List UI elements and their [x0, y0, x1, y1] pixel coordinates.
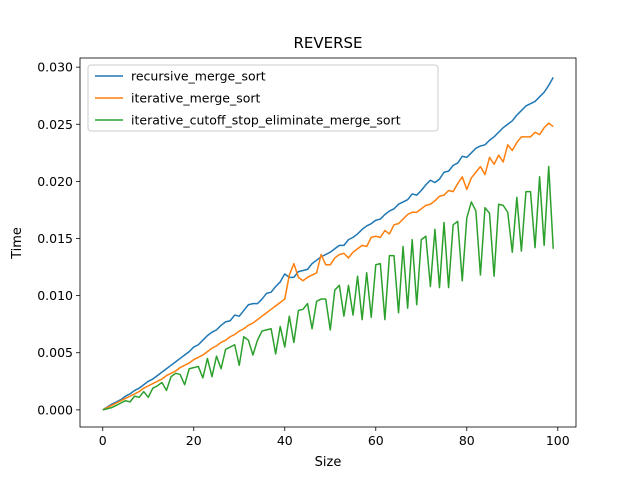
axes-frame — [79, 57, 577, 428]
legend: recursive_merge_sort iterative_merge_sort… — [87, 64, 439, 132]
y-tick-label: 0.005 — [37, 345, 73, 360]
y-tick-label: 0.000 — [37, 402, 73, 417]
series-line-2 — [102, 122, 554, 411]
x-axis: 0 20 40 60 80 100 — [99, 427, 570, 448]
x-tick-label: 80 — [459, 433, 475, 448]
legend-label-3: iterative_cutoff_stop_eliminate_merge_so… — [131, 113, 401, 128]
legend-label-2: iterative_merge_sort — [131, 91, 261, 106]
x-tick-label: 0 — [99, 433, 107, 448]
legend-label-1: recursive_merge_sort — [131, 69, 266, 84]
series-line-3 — [102, 165, 554, 411]
y-tick-label: 0.010 — [37, 288, 73, 303]
x-tick-label: 60 — [368, 433, 384, 448]
y-tick-label: 0.025 — [37, 117, 73, 132]
y-axis: 0.000 0.005 0.010 0.015 0.020 0.025 0.030 — [37, 60, 80, 417]
plot-area — [79, 57, 577, 428]
legend-box — [87, 64, 439, 132]
series-line-1 — [102, 77, 554, 411]
x-tick-label: 40 — [277, 433, 293, 448]
y-axis-label: Time — [10, 227, 25, 260]
x-tick-label: 100 — [546, 433, 570, 448]
y-tick-label: 0.015 — [37, 231, 73, 246]
y-tick-label: 0.020 — [37, 174, 73, 189]
y-tick-label: 0.030 — [37, 60, 73, 75]
series-layer — [102, 77, 554, 411]
chart-title: REVERSE — [293, 34, 362, 52]
x-axis-label: Size — [315, 455, 342, 470]
x-tick-label: 20 — [186, 433, 202, 448]
